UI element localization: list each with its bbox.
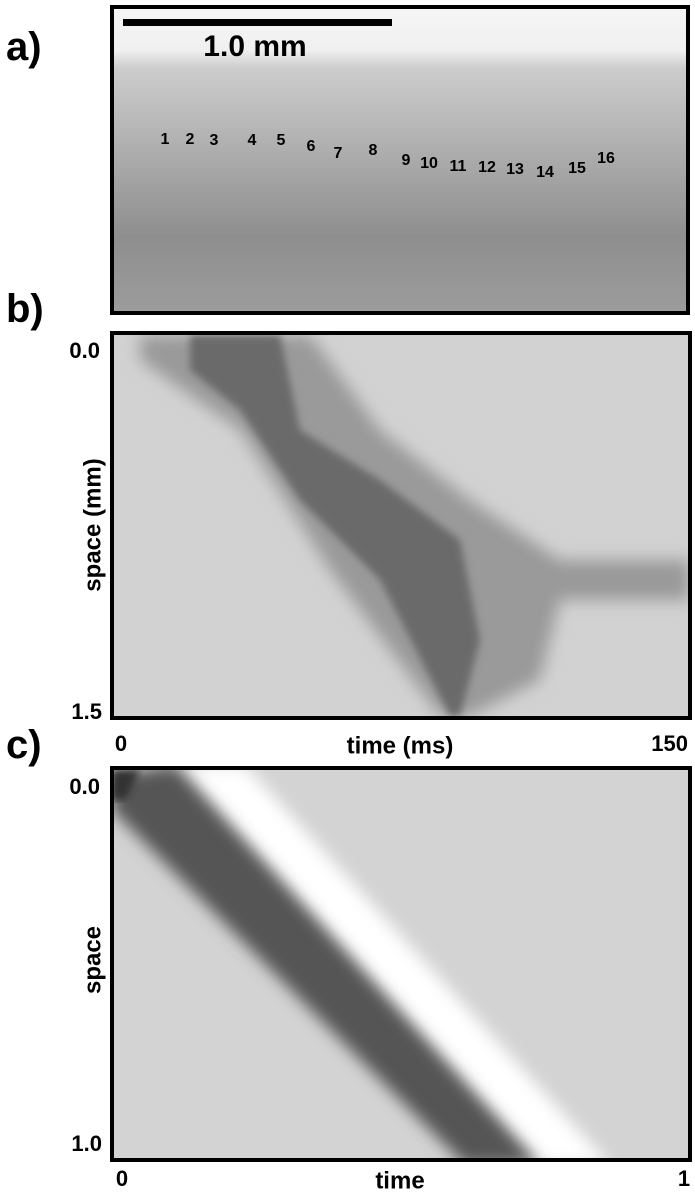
micrograph xyxy=(110,5,690,315)
scale-bar-label: 1.0 mm xyxy=(203,30,306,63)
panel-b: b) 0.0 1.5 space (mm) 0 time (ms) 150 xyxy=(6,287,692,759)
x-tick-label: 1 xyxy=(678,1166,690,1191)
marker-label: 14 xyxy=(536,164,554,181)
panel-c: c) 0.0 1.0 space 0 time 1 xyxy=(6,723,692,1194)
marker-label: 6 xyxy=(307,138,316,155)
panel-label: a) xyxy=(6,25,42,69)
y-tick-label: 0.0 xyxy=(69,338,100,363)
contour-map xyxy=(140,335,688,716)
marker-label: 7 xyxy=(334,145,343,162)
y-tick-label: 0.0 xyxy=(69,774,100,799)
marker-label: 11 xyxy=(450,158,467,175)
marker-label: 12 xyxy=(478,159,496,176)
marker-label: 13 xyxy=(506,161,524,178)
marker-label: 1 xyxy=(161,131,170,148)
marker-label: 16 xyxy=(597,150,615,167)
y-axis-title: space (mm) xyxy=(79,458,106,591)
y-tick-label: 1.0 xyxy=(71,1131,102,1156)
marker-label: 3 xyxy=(210,132,219,149)
y-axis-title: space xyxy=(79,926,106,994)
marker-label: 8 xyxy=(369,142,378,159)
x-tick-label: 0 xyxy=(116,1166,128,1191)
simulated-wave xyxy=(114,770,604,1158)
marker-label: 15 xyxy=(568,160,586,177)
y-tick-label: 1.5 xyxy=(71,699,102,724)
panel-label: c) xyxy=(6,723,42,767)
plot-frame xyxy=(110,331,692,720)
panel-label: b) xyxy=(6,287,44,331)
marker-label: 5 xyxy=(277,132,286,149)
marker-label: 10 xyxy=(420,155,438,172)
scale-bar xyxy=(123,19,392,26)
x-axis-title: time xyxy=(375,1167,424,1194)
marker-label: 9 xyxy=(402,152,411,169)
x-axis-title: time (ms) xyxy=(347,732,454,759)
marker-label: 4 xyxy=(248,132,257,149)
x-tick-label: 150 xyxy=(651,731,688,756)
plot-frame xyxy=(110,766,692,1162)
x-tick-label: 0 xyxy=(115,731,127,756)
marker-label: 2 xyxy=(186,131,195,148)
